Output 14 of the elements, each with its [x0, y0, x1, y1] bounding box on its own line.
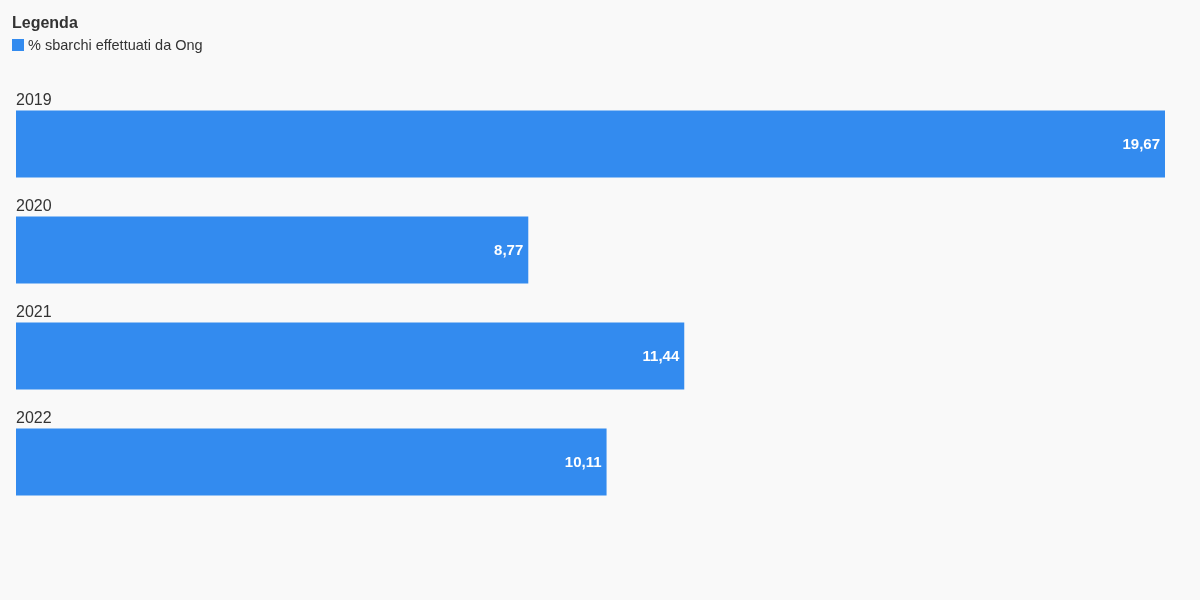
y-tick-label: 2022	[16, 408, 52, 426]
data-label: 11,44	[642, 347, 680, 365]
y-tick-label: 2021	[16, 302, 52, 320]
bar	[16, 216, 529, 284]
legend-title: Legenda	[12, 13, 79, 33]
bar	[16, 110, 1165, 178]
bar	[16, 322, 685, 390]
y-tick-label: 2019	[16, 90, 52, 108]
legend-label: % sbarchi effettuati da Ong	[28, 36, 203, 55]
bar	[16, 428, 607, 496]
data-label: 10,11	[564, 453, 602, 471]
data-label: 19,67	[1122, 135, 1160, 153]
y-tick-label: 2020	[16, 196, 52, 214]
data-label: 8,77	[494, 241, 524, 259]
